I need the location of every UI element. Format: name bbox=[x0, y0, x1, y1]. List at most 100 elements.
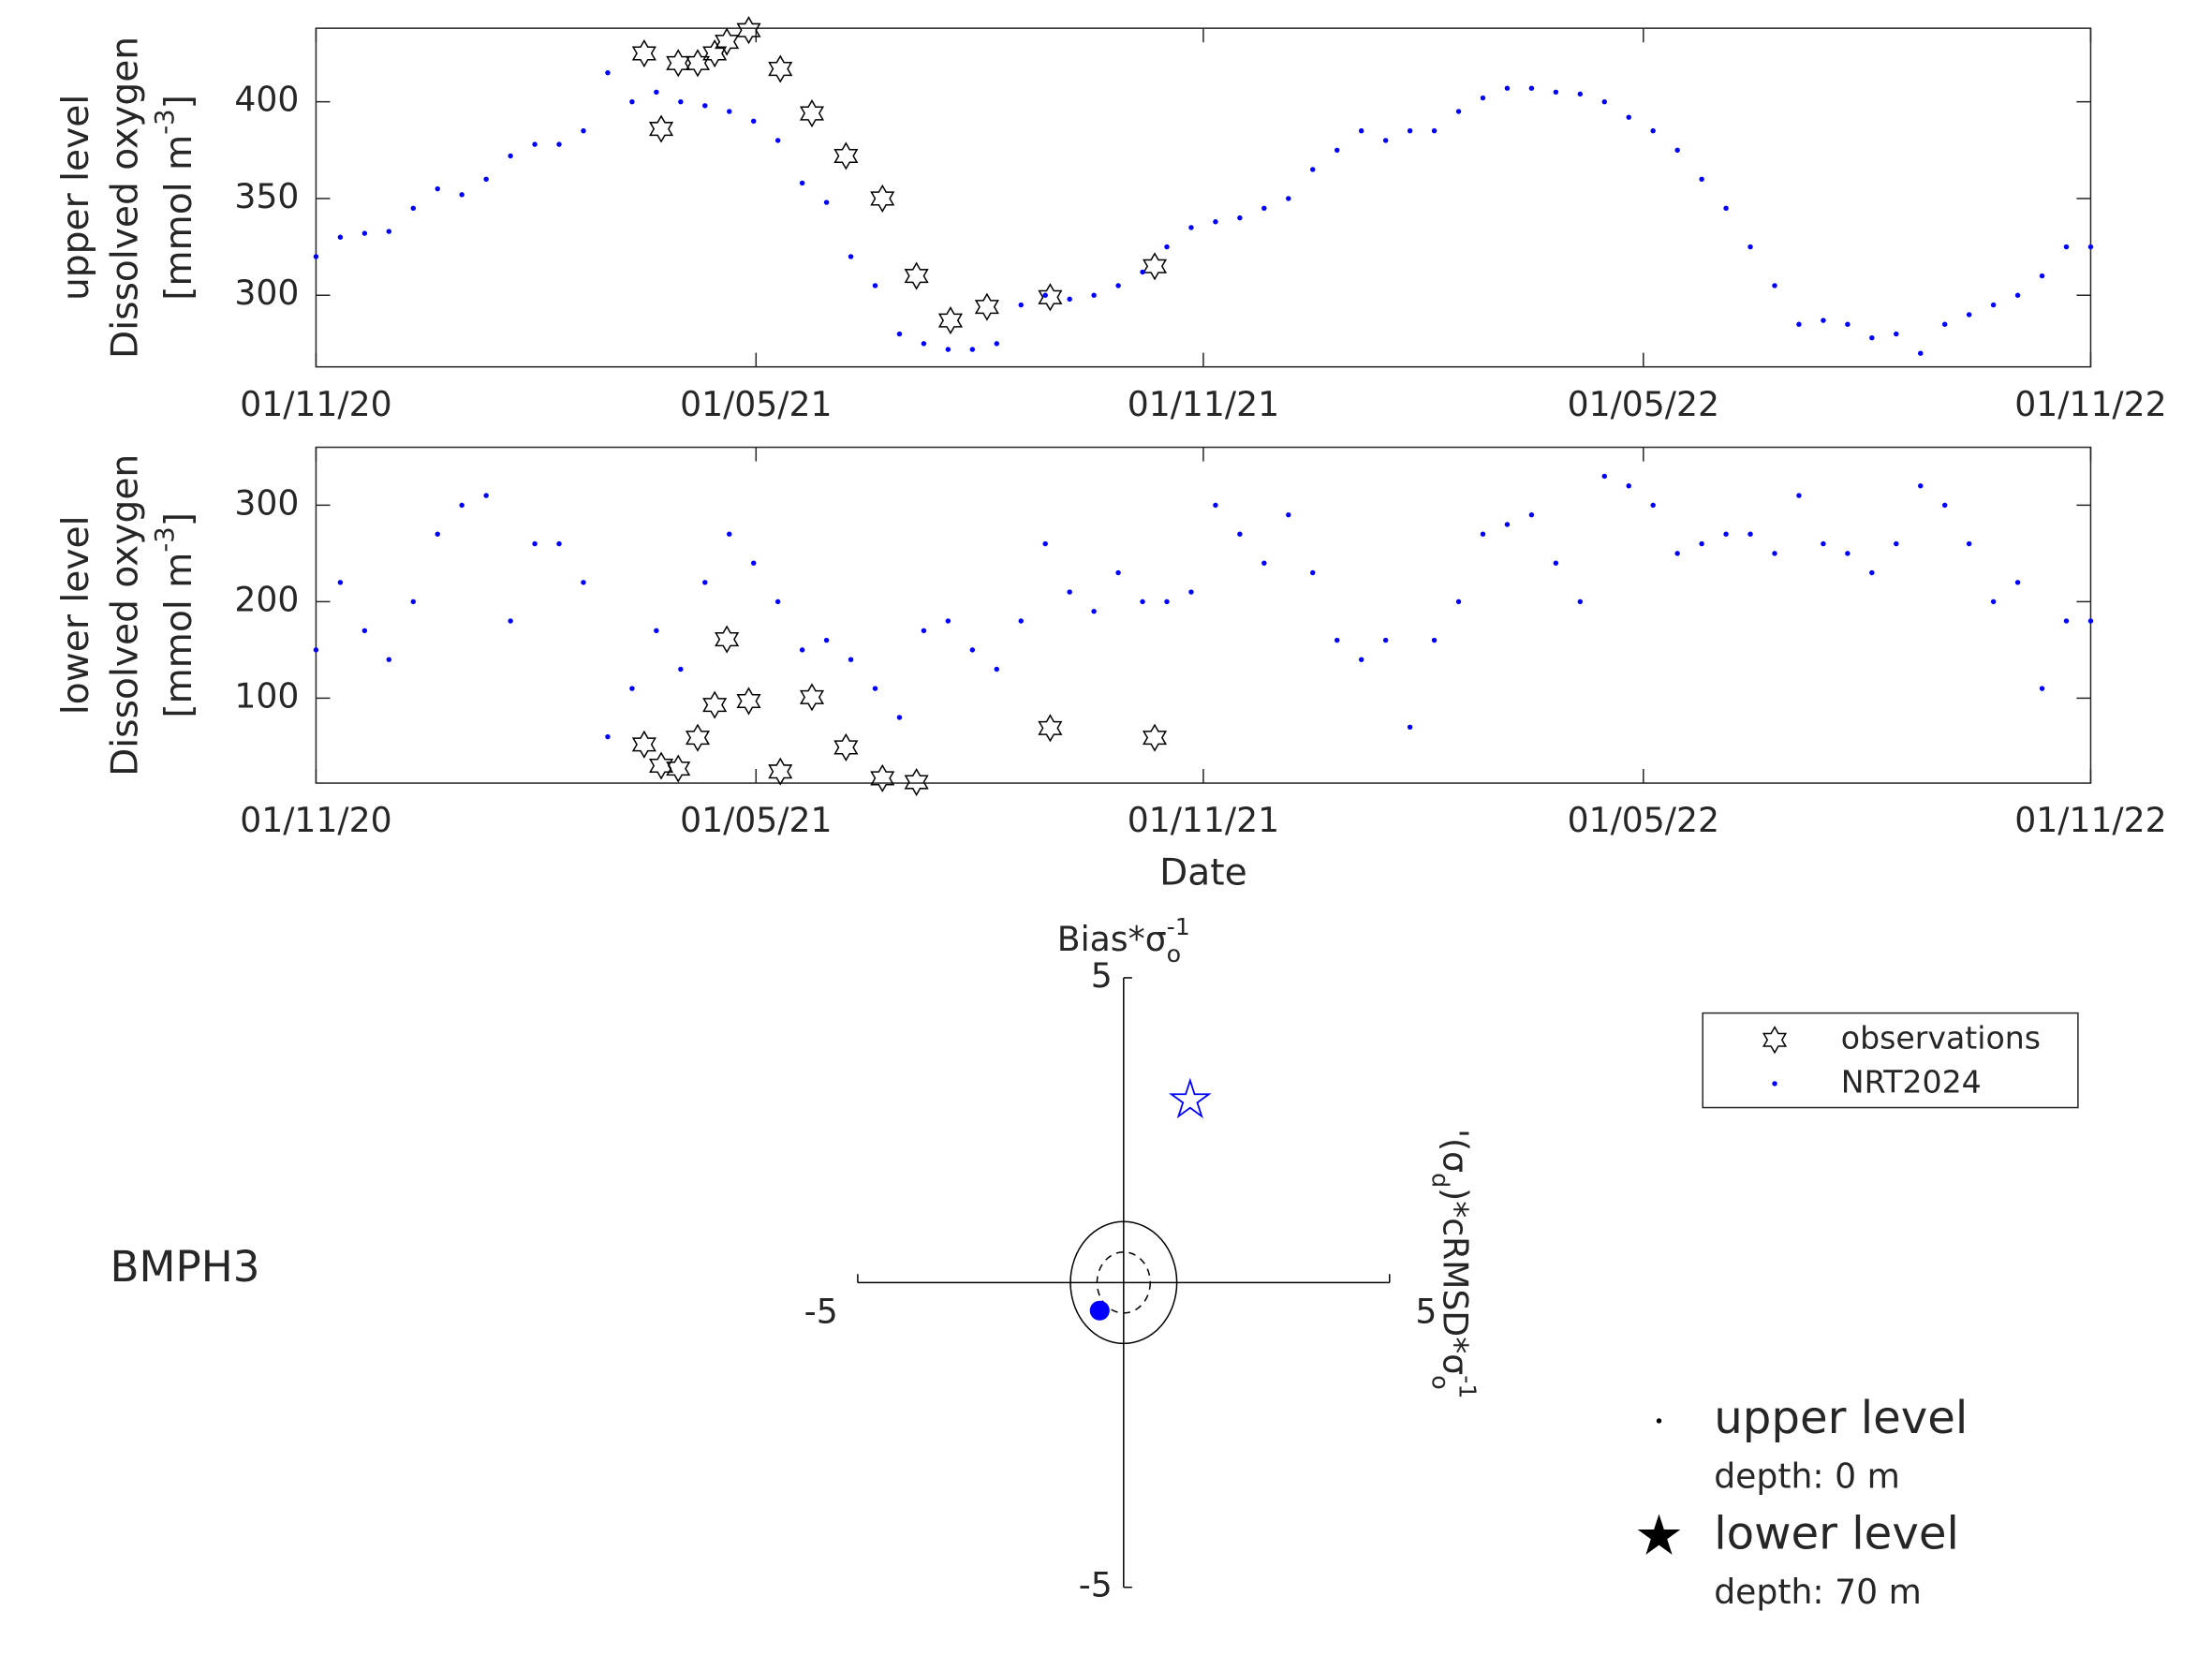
star-marker bbox=[833, 732, 859, 762]
label-part: -1 bbox=[1454, 1375, 1482, 1398]
dot-marker bbox=[1455, 109, 1462, 114]
dot-marker bbox=[994, 666, 999, 672]
star-marker bbox=[685, 49, 711, 78]
dot-marker bbox=[1869, 569, 1875, 576]
star-marker bbox=[648, 751, 674, 780]
dot-marker bbox=[1821, 318, 1826, 323]
dot-marker bbox=[1140, 599, 1145, 605]
star-marker bbox=[736, 687, 761, 716]
dot-marker bbox=[945, 618, 951, 624]
dot-marker bbox=[1067, 296, 1072, 303]
y-tick-label: 200 bbox=[234, 579, 299, 619]
dot-marker bbox=[1115, 283, 1121, 288]
y-tick-label: -5 bbox=[1079, 1565, 1113, 1605]
x-tick-label: 01/11/21 bbox=[1128, 800, 1279, 840]
label-part: '(σ bbox=[1436, 1129, 1476, 1173]
dot-marker bbox=[1504, 85, 1511, 91]
star-marker bbox=[768, 54, 793, 83]
dot-marker bbox=[896, 331, 903, 337]
dot-marker bbox=[2039, 686, 2045, 691]
dot-marker bbox=[361, 230, 368, 236]
y-axis-title: [mmol m-3] bbox=[151, 512, 199, 718]
dot-marker bbox=[1845, 321, 1851, 327]
dot-marker bbox=[1941, 321, 1948, 327]
dot-marker bbox=[1650, 127, 1656, 134]
legend-label: lower level bbox=[1714, 1507, 1959, 1559]
x-tick-label: 5 bbox=[1415, 1291, 1437, 1331]
dot-marker bbox=[605, 733, 611, 740]
dot-marker bbox=[1018, 302, 1024, 308]
dot-marker bbox=[2087, 244, 2094, 250]
dot-marker bbox=[1601, 473, 1607, 480]
dot-marker bbox=[1042, 540, 1048, 547]
label-part: -3 bbox=[151, 526, 180, 552]
dot-marker bbox=[1431, 127, 1438, 134]
x-tick-label: 01/05/22 bbox=[1568, 384, 1719, 424]
star-marker bbox=[799, 683, 825, 712]
dot-marker bbox=[945, 347, 951, 352]
dot-marker bbox=[921, 628, 927, 634]
y-axis-title: Bias*σo-1 bbox=[1057, 912, 1190, 967]
dot-marker bbox=[1335, 147, 1340, 154]
dot-marker bbox=[1261, 560, 1267, 566]
dot-marker bbox=[1626, 483, 1631, 489]
dot-marker bbox=[1237, 531, 1243, 537]
dot-marker bbox=[727, 531, 732, 537]
dot-marker bbox=[678, 666, 684, 672]
dot-marker bbox=[483, 176, 489, 183]
dot-marker bbox=[1407, 127, 1413, 134]
plot-frame bbox=[315, 27, 2092, 368]
y-axis-title: Dissolved oxygen bbox=[104, 454, 146, 776]
dot-marker bbox=[1407, 724, 1413, 731]
star-marker bbox=[1142, 723, 1168, 752]
label-part: upper level bbox=[54, 95, 96, 301]
dot-marker bbox=[1382, 637, 1389, 643]
legend-label: observations bbox=[1841, 1020, 2041, 1057]
dot-marker bbox=[1164, 244, 1170, 250]
dot-marker bbox=[1941, 502, 1948, 509]
dot-marker bbox=[774, 599, 781, 605]
reference-circle bbox=[1096, 1251, 1151, 1314]
star-marker bbox=[974, 292, 999, 321]
dot-marker bbox=[435, 185, 440, 192]
dot-marker bbox=[1553, 89, 1559, 96]
label-part: Bias*σ bbox=[1057, 919, 1167, 959]
dot-marker bbox=[1358, 657, 1364, 662]
star-marker bbox=[715, 625, 740, 654]
dot-marker bbox=[1990, 599, 1997, 605]
x-tick-label: 01/11/20 bbox=[240, 384, 391, 424]
dot-marker bbox=[629, 686, 635, 691]
y-tick-label: 5 bbox=[1091, 955, 1113, 996]
star-marker bbox=[1762, 1026, 1788, 1055]
star-marker bbox=[1038, 283, 1063, 312]
dot-marker bbox=[1772, 551, 1777, 556]
legend-label: NRT2024 bbox=[1841, 1063, 1982, 1100]
star-marker bbox=[648, 114, 674, 143]
star-marker bbox=[799, 98, 825, 128]
star-marker bbox=[702, 38, 728, 68]
star-marker bbox=[1038, 714, 1063, 743]
dot-marker bbox=[654, 628, 659, 634]
y-tick-label: 100 bbox=[234, 675, 299, 716]
dot-marker bbox=[2087, 618, 2094, 624]
reference-circle bbox=[1069, 1220, 1178, 1345]
dot-marker bbox=[508, 618, 513, 624]
dot-marker bbox=[1577, 599, 1584, 605]
dot-marker bbox=[532, 540, 538, 547]
label-part: lower level bbox=[54, 516, 96, 716]
dot-marker bbox=[1577, 91, 1584, 97]
label-part: -3 bbox=[151, 109, 180, 134]
legend-sublabel: depth: 0 m bbox=[1714, 1456, 1900, 1497]
star-marker bbox=[1168, 1077, 1212, 1119]
x-tick-label: 01/11/22 bbox=[2014, 800, 2166, 840]
dot-marker bbox=[1091, 292, 1097, 298]
star-marker bbox=[904, 261, 929, 290]
y-tick-label: 350 bbox=[234, 176, 299, 216]
dot-marker bbox=[581, 127, 586, 134]
dot-marker bbox=[556, 141, 562, 147]
dot-marker bbox=[1042, 292, 1048, 298]
dot-marker bbox=[483, 493, 489, 498]
label-part: o bbox=[1167, 939, 1181, 967]
dot-marker bbox=[1894, 540, 1899, 547]
dot-marker bbox=[1335, 637, 1340, 643]
